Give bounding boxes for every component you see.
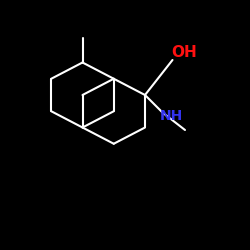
- Text: OH: OH: [171, 45, 196, 60]
- Text: NH: NH: [160, 109, 183, 123]
